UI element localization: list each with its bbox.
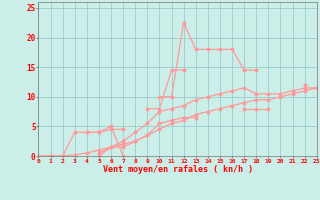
X-axis label: Vent moyen/en rafales ( kn/h ): Vent moyen/en rafales ( kn/h ) <box>103 165 252 174</box>
